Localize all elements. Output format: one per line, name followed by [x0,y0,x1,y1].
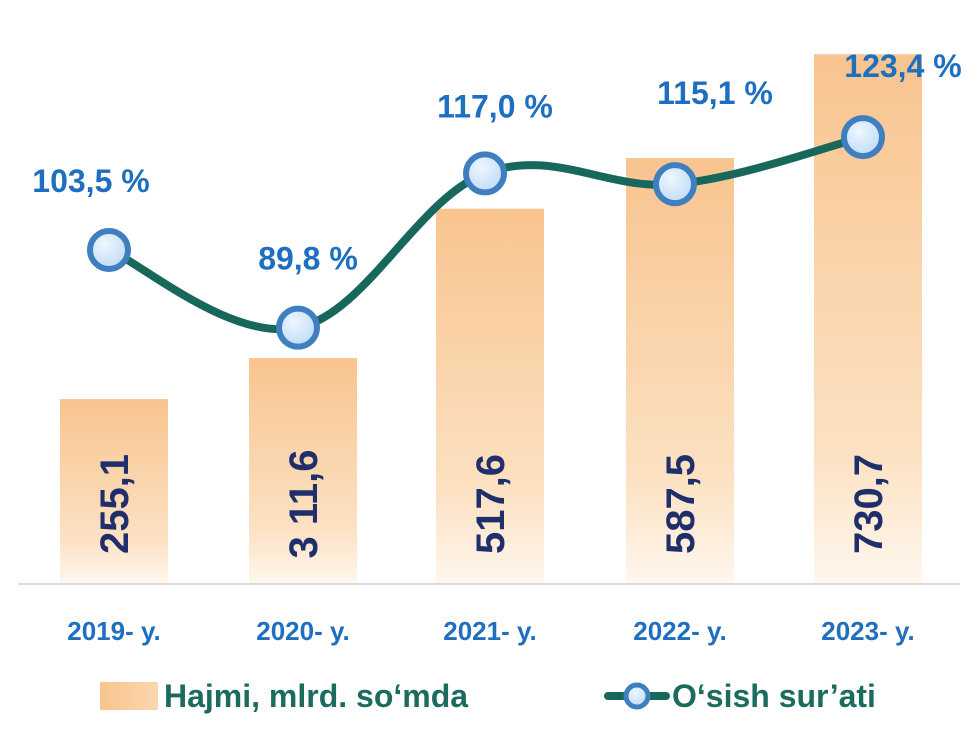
legend-line-label: O‘sish sur’ati [672,678,876,714]
growth-marker-4 [841,115,885,160]
growth-label-3: 115,1 % [657,75,773,111]
x-tick-label-3: 2022- y. [633,616,726,646]
legend-bar-swatch [100,682,158,710]
x-tick-label-1: 2020- y. [256,616,349,646]
bar-1 [249,358,357,584]
legend: Hajmi, mlrd. so‘mda O‘sish sur’ati [100,678,876,714]
bar-value-labels: 255,1 3 11,6 517,6 587,5 730,7 [93,449,891,558]
bar-value-label-1: 3 11,6 [282,449,326,558]
x-axis-tick-labels: 2019- y. 2020- y. 2021- y. 2022- y. 2023- y. [67,616,914,646]
bar-2 [436,208,544,585]
growth-rate-markers [87,115,885,350]
legend-line-marker [623,682,651,710]
legend-bar-label: Hajmi, mlrd. so‘mda [164,678,468,714]
bar-0 [60,399,168,584]
bar-3 [626,158,734,584]
growth-marker-1 [276,305,320,350]
bar-value-label-0: 255,1 [93,454,137,554]
growth-rate-labels: 103,5 % 89,8 % 117,0 % 115,1 % 123,4 % [32,48,961,277]
growth-marker-0 [87,227,131,272]
bar-value-label-2: 517,6 [469,454,513,554]
bar-value-label-4: 730,7 [847,454,891,554]
bar-value-label-3: 587,5 [659,454,703,554]
growth-marker-3 [653,162,697,207]
growth-marker-2 [463,151,507,196]
x-tick-label-4: 2023- y. [821,616,914,646]
growth-label-2: 117,0 % [437,88,553,124]
growth-label-0: 103,5 % [32,163,149,199]
growth-label-4: 123,4 % [844,48,961,84]
growth-label-1: 89,8 % [258,241,358,277]
x-tick-label-0: 2019- y. [67,616,160,646]
x-tick-label-2: 2021- y. [443,616,536,646]
